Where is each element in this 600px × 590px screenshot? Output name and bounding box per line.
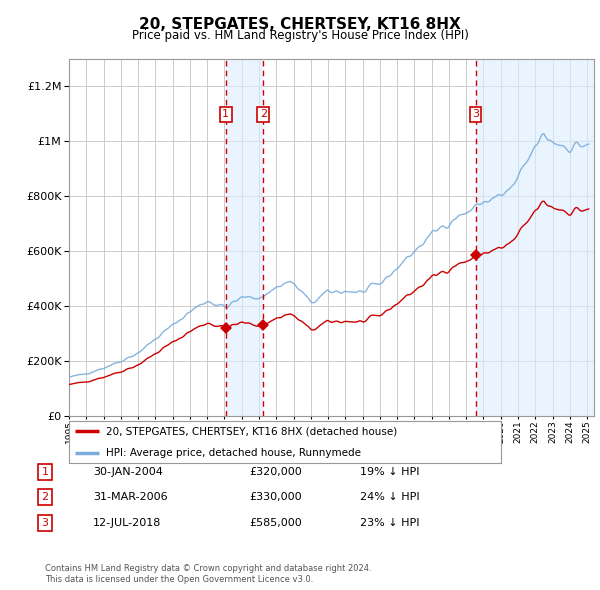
Text: 20, STEPGATES, CHERTSEY, KT16 8HX (detached house): 20, STEPGATES, CHERTSEY, KT16 8HX (detac… bbox=[106, 427, 397, 436]
Text: 19% ↓ HPI: 19% ↓ HPI bbox=[360, 467, 419, 477]
Text: 1: 1 bbox=[41, 467, 49, 477]
Text: 20, STEPGATES, CHERTSEY, KT16 8HX: 20, STEPGATES, CHERTSEY, KT16 8HX bbox=[139, 17, 461, 31]
Text: 3: 3 bbox=[41, 518, 49, 527]
Text: HPI: Average price, detached house, Runnymede: HPI: Average price, detached house, Runn… bbox=[106, 448, 361, 457]
Text: 1: 1 bbox=[223, 109, 229, 119]
Text: 24% ↓ HPI: 24% ↓ HPI bbox=[360, 493, 419, 502]
Text: 30-JAN-2004: 30-JAN-2004 bbox=[93, 467, 163, 477]
Text: £320,000: £320,000 bbox=[249, 467, 302, 477]
Text: 2: 2 bbox=[260, 109, 267, 119]
Text: 12-JUL-2018: 12-JUL-2018 bbox=[93, 518, 161, 527]
Text: Contains HM Land Registry data © Crown copyright and database right 2024.: Contains HM Land Registry data © Crown c… bbox=[45, 565, 371, 573]
Text: This data is licensed under the Open Government Licence v3.0.: This data is licensed under the Open Gov… bbox=[45, 575, 313, 584]
Text: 3: 3 bbox=[472, 109, 479, 119]
Text: 2: 2 bbox=[41, 493, 49, 502]
Text: £585,000: £585,000 bbox=[249, 518, 302, 527]
Text: 31-MAR-2006: 31-MAR-2006 bbox=[93, 493, 167, 502]
Bar bbox=[476, 59, 594, 416]
Text: Price paid vs. HM Land Registry's House Price Index (HPI): Price paid vs. HM Land Registry's House … bbox=[131, 30, 469, 42]
Text: £330,000: £330,000 bbox=[249, 493, 302, 502]
Bar bbox=[226, 59, 263, 416]
Text: 23% ↓ HPI: 23% ↓ HPI bbox=[360, 518, 419, 527]
